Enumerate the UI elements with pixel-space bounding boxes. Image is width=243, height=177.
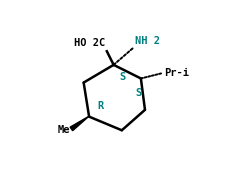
Polygon shape bbox=[70, 116, 89, 131]
Text: Me: Me bbox=[58, 125, 70, 135]
Text: S: S bbox=[119, 72, 125, 82]
Text: R: R bbox=[97, 101, 104, 111]
Text: S: S bbox=[135, 88, 142, 98]
Text: NH 2: NH 2 bbox=[135, 36, 160, 46]
Text: HO 2C: HO 2C bbox=[74, 39, 105, 48]
Text: Pr-i: Pr-i bbox=[164, 68, 189, 78]
